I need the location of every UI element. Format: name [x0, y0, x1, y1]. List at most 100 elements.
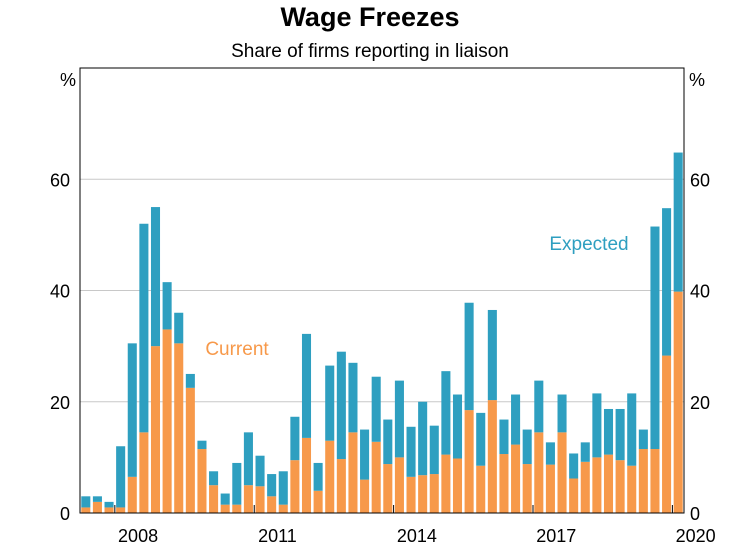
bar-expected: [150, 207, 161, 347]
bar-current: [220, 504, 230, 513]
bar-expected: [336, 351, 346, 460]
bar-expected: [615, 408, 625, 461]
bar-expected: [580, 442, 590, 462]
bar-expected: [383, 419, 393, 465]
bar-expected: [162, 282, 172, 330]
bar-expected: [476, 412, 486, 466]
bar-current: [511, 444, 521, 513]
y-tick-right: 20: [690, 393, 710, 413]
bar-current: [627, 465, 637, 513]
bar-current: [545, 464, 555, 513]
bar-expected: [522, 429, 532, 465]
bar-expected: [278, 471, 288, 505]
bar-expected: [243, 432, 253, 486]
x-tick-label: 2011: [258, 526, 297, 546]
bar-expected: [255, 455, 265, 487]
bar-current: [534, 432, 544, 513]
bar-current: [255, 486, 265, 513]
bar-expected: [662, 208, 672, 356]
x-tick-label: 2008: [118, 526, 158, 546]
plot-frame: [79, 67, 685, 514]
y-unit-right: %: [689, 70, 705, 90]
y-tick-right: 60: [690, 170, 710, 190]
bar-expected: [650, 226, 660, 450]
bar-current: [394, 457, 404, 513]
bar-expected: [116, 446, 126, 508]
bar-current: [81, 507, 91, 513]
bar-current: [592, 457, 602, 513]
bar-expected: [290, 416, 300, 461]
y-tick-left: 0: [60, 504, 70, 524]
series-label-current: Current: [205, 339, 269, 360]
bar-expected: [220, 493, 230, 505]
chart-subtitle: Share of firms reporting in liaison: [231, 41, 509, 62]
bar-expected: [441, 371, 451, 455]
x-tick-label: 2017: [536, 526, 576, 546]
bar-expected: [92, 496, 102, 502]
bar-expected: [139, 223, 149, 433]
bar-expected: [394, 380, 404, 458]
bar-current: [673, 291, 683, 513]
bar-expected: [627, 393, 637, 466]
bar-current: [650, 449, 660, 513]
bar-expected: [104, 501, 114, 508]
bar-expected: [592, 393, 602, 458]
bar-expected: [371, 376, 381, 442]
bar-current: [197, 449, 207, 513]
y-tick-right: 40: [690, 282, 710, 302]
bar-expected: [499, 419, 509, 455]
bar-expected: [325, 365, 335, 441]
bar-current: [429, 474, 439, 513]
bar-current: [522, 464, 532, 513]
bar-expected: [511, 394, 521, 445]
bar-expected: [534, 380, 544, 433]
bar-current: [569, 478, 579, 513]
y-tick-left: 40: [50, 282, 70, 302]
bar-expected: [418, 401, 428, 476]
bar-current: [603, 454, 614, 513]
bar-expected: [464, 302, 474, 411]
bar-expected: [452, 394, 463, 459]
bar-current: [580, 461, 590, 513]
bar-current: [441, 454, 451, 513]
bar-current: [662, 355, 672, 513]
bar-current: [185, 387, 195, 513]
bar-expected: [487, 309, 497, 401]
bar-expected: [638, 429, 648, 450]
bar-current: [360, 479, 370, 513]
series-label-expected: Expected: [549, 234, 628, 255]
bar-expected: [127, 343, 137, 477]
bar-current: [476, 465, 486, 513]
bar-current: [290, 460, 300, 513]
bar-current: [104, 507, 114, 513]
bar-expected: [313, 462, 323, 491]
bar-expected: [348, 362, 358, 433]
bar-current: [313, 490, 323, 513]
bar-expected: [174, 312, 184, 344]
bar-expected: [197, 440, 207, 450]
y-tick-left: 20: [50, 393, 70, 413]
bar-current: [116, 507, 126, 513]
bar-current: [418, 475, 428, 513]
bar-current: [127, 476, 137, 513]
bar-expected: [545, 442, 555, 465]
bar-expected: [232, 462, 242, 505]
bar-current: [232, 504, 242, 513]
bar-expected: [267, 474, 277, 497]
bar-current: [383, 464, 393, 513]
bar-current: [209, 485, 219, 513]
bar-current: [638, 449, 648, 513]
bar-expected: [81, 496, 91, 508]
y-unit-left: %: [60, 70, 76, 90]
x-tick-label: 2014: [397, 526, 437, 546]
bar-current: [278, 504, 288, 513]
chart-title: Wage Freezes: [280, 2, 460, 32]
bar-expected: [603, 408, 614, 455]
x-tick-label: 2020: [676, 526, 716, 546]
bar-current: [464, 410, 474, 513]
bar-expected: [406, 426, 416, 477]
bar-current: [557, 432, 567, 513]
bar-current: [452, 458, 463, 513]
bar-current: [348, 432, 358, 513]
